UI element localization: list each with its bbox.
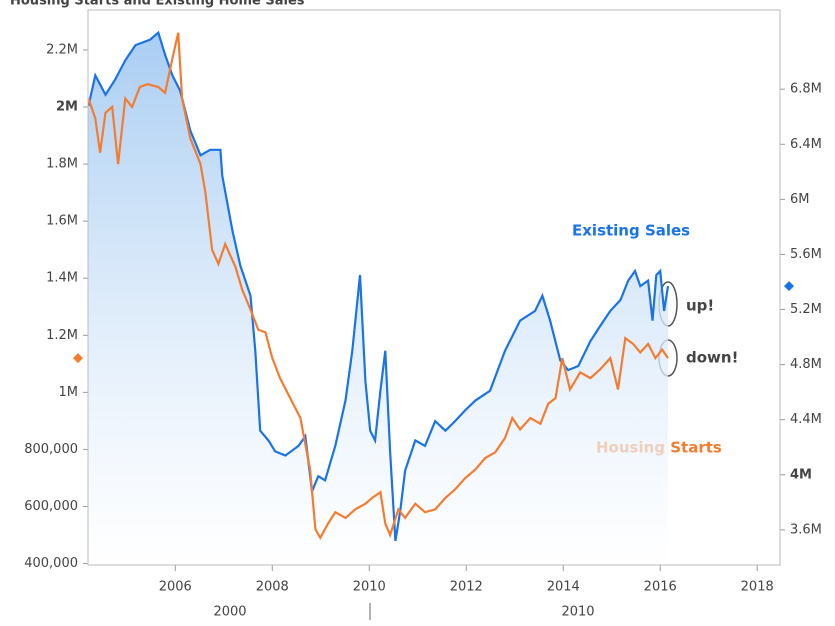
- y2-tick-label: 6.4M: [790, 137, 822, 152]
- x-tick-label: 2010: [353, 580, 386, 595]
- x-tick-label: 2006: [159, 580, 192, 595]
- area: [88, 32, 668, 565]
- line: [87, 30, 670, 542]
- lower-label: 2000: [213, 605, 246, 620]
- y2-tick-label: 4M: [790, 467, 812, 482]
- annotation: down!: [686, 349, 738, 367]
- annotation: up!: [686, 297, 714, 315]
- y-tick-label: 600,000: [24, 499, 78, 514]
- y2-tick-label: 6M: [790, 192, 810, 207]
- y-tick-label: 1.4M: [46, 271, 78, 286]
- y-tick-label: 1.8M: [46, 157, 78, 172]
- y-tick-label: 400,000: [24, 556, 78, 571]
- x-tick-label: 2018: [741, 580, 774, 595]
- chart-title: Housing Starts and Existing Home Sales: [10, 0, 305, 9]
- y2-tick-label: 4.8M: [790, 357, 822, 372]
- line: [87, 32, 669, 541]
- lower-label: 2010: [561, 605, 594, 620]
- x-tick-label: 2014: [547, 580, 580, 595]
- x-tick-label: 2012: [450, 580, 483, 595]
- y-tick-label: 2M: [56, 100, 78, 115]
- y2-tick-label: 6.8M: [790, 82, 822, 97]
- y2-tick-label: 5.2M: [790, 302, 822, 317]
- y2-tick-label: 4.4M: [790, 412, 822, 427]
- annotation: Existing Sales: [572, 222, 690, 240]
- plot-frame: [87, 9, 781, 566]
- y2-tick-label: 3.6M: [790, 522, 822, 537]
- y-tick-label: 2.2M: [46, 42, 78, 57]
- y2-tick-label: 5.6M: [790, 247, 822, 262]
- y-tick-label: 1.6M: [46, 214, 78, 229]
- y-tick-label: 1M: [59, 385, 79, 400]
- x-tick-label: 2008: [256, 580, 289, 595]
- last-value-marker: [784, 281, 794, 292]
- y-tick-label: 1.2M: [46, 328, 78, 343]
- last-value-marker: [73, 353, 83, 364]
- y-tick-label: 800,000: [24, 442, 78, 457]
- x-tick-label: 2016: [644, 580, 677, 595]
